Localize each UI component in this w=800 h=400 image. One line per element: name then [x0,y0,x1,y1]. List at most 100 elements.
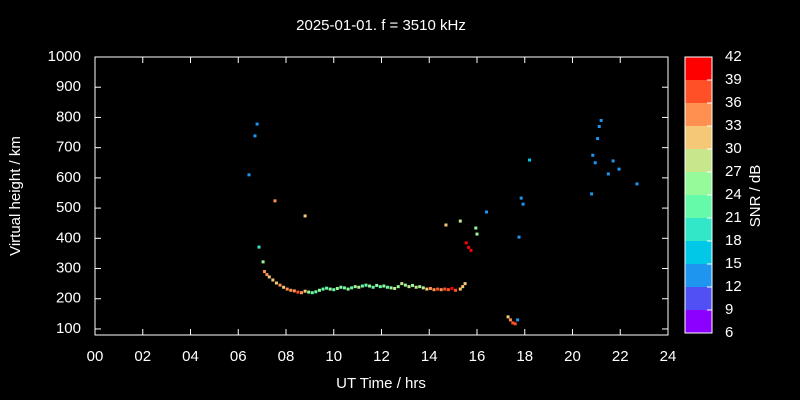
colorbar-tick-label: 9 [725,301,733,318]
colorbar-band [685,218,712,241]
data-point [278,283,282,287]
x-tick-label: 22 [612,348,629,365]
colorbar-tick-label: 30 [725,140,742,157]
x-tick-label: 20 [564,348,581,365]
data-point [414,285,418,289]
x-tick-label: 12 [373,348,390,365]
x-tick-label: 06 [230,348,247,365]
y-tick-label: 300 [56,259,81,276]
data-point [485,210,489,214]
data-point [411,283,415,287]
data-point [599,118,603,122]
data-point [450,286,454,290]
data-point [332,288,336,292]
colorbar-band [685,172,712,195]
y-tick-label: 100 [56,320,81,337]
x-tick-label: 02 [134,348,151,365]
data-point [458,219,462,223]
data-point [606,172,610,176]
data-point [407,285,411,289]
colorbar-tick-label: 18 [725,232,742,249]
x-tick-label: 14 [421,348,438,365]
colorbar-band [685,103,712,126]
data-point [321,287,325,291]
data-point [247,173,251,177]
data-point [328,287,332,291]
data-point [300,291,304,295]
data-point [255,122,259,126]
data-point [257,245,261,249]
colorbar-tick-label: 21 [725,209,742,226]
data-point [590,192,594,196]
data-point [461,285,465,289]
data-point [474,226,478,230]
x-tick-label: 16 [469,348,486,365]
data-point [253,134,257,138]
data-point [593,161,597,165]
data-point [425,287,429,291]
colorbar-tick-label: 27 [725,163,742,180]
data-point [274,281,278,285]
y-tick-label: 400 [56,229,81,246]
chart-title: 2025-01-01. f = 3510 kHz [296,17,466,34]
data-point [385,285,389,289]
data-point [371,285,375,289]
data-point [464,241,468,245]
data-point [285,287,289,291]
data-point [597,125,601,128]
colorbar-band [685,195,712,218]
x-tick-label: 00 [87,348,104,365]
colorbar-tick-label: 24 [725,186,742,203]
data-point [289,288,293,292]
data-point [310,291,314,295]
y-tick-label: 200 [56,290,81,307]
data-point [364,283,368,287]
plot-frame [94,56,669,336]
data-point [444,223,448,227]
x-tick-label: 10 [325,348,342,365]
data-point [314,290,318,294]
data-point [611,159,615,163]
colorbar-tick-label: 39 [725,71,742,88]
data-point [635,182,639,186]
x-tick-label: 04 [182,348,199,365]
colorbar-band [685,126,712,149]
data-point [511,321,515,325]
data-point [339,285,343,289]
data-point [375,283,379,287]
data-point [378,285,382,289]
x-tick-label: 18 [516,348,533,365]
data-point [513,322,517,326]
data-point [353,285,357,289]
data-point [335,286,339,290]
y-tick-label: 700 [56,139,81,156]
data-point [267,275,271,279]
data-point [325,286,329,290]
data-point [463,282,467,286]
data-point [617,167,621,171]
colorbar-band [685,287,712,310]
y-tick-label: 500 [56,199,81,216]
data-point [591,153,595,157]
colorbar-tick-label: 6 [725,324,733,341]
colorbar-band [685,264,712,287]
data-point [508,318,512,322]
data-point [389,286,393,290]
colorbar-band [685,241,712,264]
data-point [596,137,600,141]
data-point [436,287,440,291]
x-tick-label: 08 [278,348,295,365]
colorbar-band [685,310,712,333]
data-point [393,286,397,290]
data-point [307,290,311,294]
x-tick-label: 24 [660,348,677,365]
data-point [446,288,450,292]
y-axis-label: Virtual height / km [7,136,24,256]
data-point [292,289,296,293]
data-point [346,287,350,291]
y-tick-label: 600 [56,169,81,186]
colorbar-label: SNR / dB [747,165,764,228]
colorbar-tick-label: 42 [725,48,742,65]
data-point [317,288,321,292]
data-point [517,235,521,239]
